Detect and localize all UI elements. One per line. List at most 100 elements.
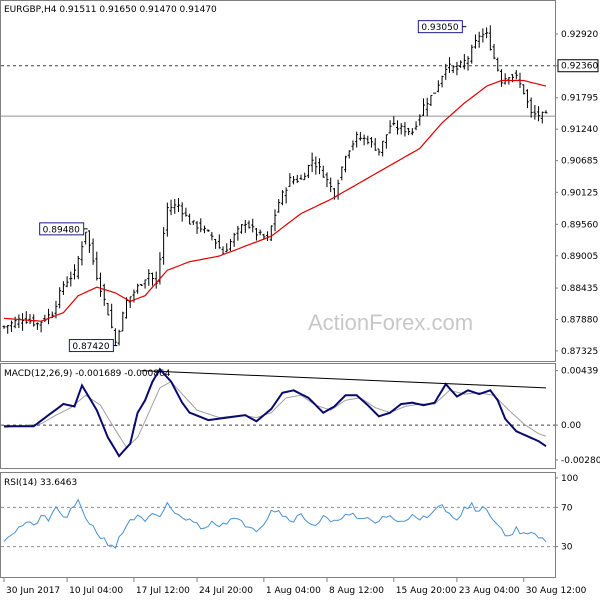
y-axis-box — [557, 59, 599, 73]
y-tick-label: 0.87325 — [561, 347, 598, 357]
candle — [199, 218, 203, 233]
price-annotations: 0.93050 0.89480 0.87420 — [39, 20, 467, 353]
candle — [188, 213, 192, 225]
candle — [191, 220, 195, 226]
candle — [540, 111, 544, 124]
candle — [288, 173, 292, 187]
candle — [373, 138, 377, 151]
y-tick-label: 0.88435 — [561, 284, 598, 294]
rsi-y-tick-label: 30 — [561, 543, 573, 553]
candle — [351, 140, 355, 151]
candle — [39, 321, 43, 333]
candle — [206, 229, 210, 233]
candle — [9, 320, 13, 332]
candle — [396, 120, 400, 135]
candle — [466, 56, 470, 71]
candle — [470, 44, 474, 64]
candle — [280, 190, 284, 206]
candle — [150, 272, 154, 286]
candle — [410, 128, 414, 136]
candle — [195, 221, 199, 234]
candle — [447, 57, 451, 73]
y-tick-label: 0.91795 — [561, 94, 598, 104]
macd-trendline — [141, 370, 547, 389]
candle — [366, 135, 370, 145]
candle — [202, 225, 206, 234]
candle — [165, 202, 169, 237]
candle — [6, 324, 10, 334]
candle — [529, 97, 533, 118]
x-tick-label: 17 Jul 12:00 — [136, 586, 190, 596]
rsi-y-tick-label: 70 — [561, 503, 573, 513]
watermark: ActionForex.com — [308, 310, 473, 335]
candle — [303, 172, 307, 181]
x-tick-label: 8 Aug 12:00 — [329, 586, 384, 596]
candle — [69, 271, 73, 287]
macd-y-tick-label: 0.00 — [561, 421, 581, 431]
rsi-panel-frame — [0, 472, 556, 578]
candle — [277, 199, 281, 213]
annotation-2: 0.87420 — [68, 339, 118, 353]
candle — [459, 60, 463, 68]
ema-line — [3, 79, 547, 322]
candle — [503, 73, 507, 85]
macd-panel-frame — [0, 363, 556, 469]
candle — [358, 132, 362, 141]
price-y-axis: 0.92920 0.92360 0.91795 0.91240 0.90685 0.901… — [555, 30, 599, 357]
candle — [236, 225, 240, 241]
y-tick-label: 0.90685 — [561, 157, 598, 167]
candle — [169, 199, 173, 216]
candle — [514, 69, 518, 80]
candle — [28, 314, 32, 324]
candle — [440, 75, 444, 88]
x-tick-label: 10 Jul 04:00 — [69, 586, 123, 596]
price-candles — [2, 25, 548, 347]
price-hlines — [1, 65, 555, 117]
candle — [399, 123, 403, 135]
candle — [184, 207, 188, 217]
y-tick-label: 0.91240 — [561, 125, 598, 135]
candle — [388, 120, 392, 134]
candle — [284, 187, 288, 204]
candle — [414, 121, 418, 131]
candle — [525, 89, 529, 109]
candle — [407, 127, 411, 136]
candle — [362, 134, 366, 146]
candle — [102, 283, 106, 306]
candle — [451, 65, 455, 74]
candle — [258, 229, 262, 236]
candle — [481, 28, 485, 43]
candle — [176, 198, 180, 213]
candle — [292, 176, 296, 185]
candle — [232, 232, 236, 247]
candle — [429, 94, 433, 107]
candle — [355, 131, 359, 148]
candle — [21, 313, 25, 331]
candle — [73, 264, 77, 280]
candle — [381, 140, 385, 157]
candle — [392, 116, 396, 126]
candle — [299, 174, 303, 180]
candle — [247, 220, 251, 229]
candle — [340, 166, 344, 181]
candle — [425, 97, 429, 117]
annotation-1: 0.89480 — [39, 222, 88, 236]
candle — [318, 158, 322, 175]
candle — [95, 251, 99, 281]
macd-header: MACD(12,26,9) -0.001689 -0.000864 — [4, 369, 171, 379]
candle — [17, 314, 21, 328]
candle — [485, 27, 489, 39]
rsi-line — [3, 498, 547, 549]
macd-series-signal — [3, 380, 547, 449]
candle — [344, 155, 348, 173]
candle — [421, 98, 425, 116]
candle — [273, 209, 277, 232]
candle — [488, 25, 492, 51]
candle — [210, 231, 214, 241]
candle — [2, 325, 6, 329]
candle — [544, 110, 548, 114]
annotation-0: 0.93050 — [417, 20, 467, 34]
annotation-label: 0.93050 — [421, 23, 458, 33]
candle — [121, 311, 125, 332]
